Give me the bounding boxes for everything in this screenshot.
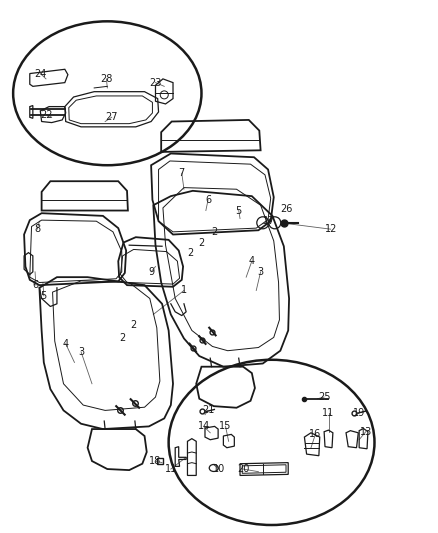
Text: 19: 19	[353, 408, 365, 418]
Text: 8: 8	[34, 224, 40, 234]
Text: 27: 27	[106, 112, 118, 122]
Text: 6: 6	[33, 280, 39, 290]
Text: 3: 3	[78, 347, 84, 357]
Text: 26: 26	[281, 205, 293, 214]
Text: 21: 21	[202, 406, 214, 415]
Text: 14: 14	[198, 422, 210, 431]
Text: 11: 11	[165, 464, 177, 474]
Text: 11: 11	[322, 408, 335, 418]
Text: 16: 16	[309, 430, 321, 439]
Text: 28: 28	[100, 74, 113, 84]
Text: 4: 4	[63, 339, 69, 349]
Text: 22: 22	[41, 110, 53, 119]
Text: 1: 1	[181, 286, 187, 295]
Text: 24: 24	[34, 69, 46, 78]
Text: 23: 23	[149, 78, 162, 87]
Text: 2: 2	[212, 227, 218, 237]
Text: 2: 2	[120, 334, 126, 343]
Text: 2: 2	[131, 320, 137, 330]
Text: 18: 18	[149, 456, 162, 466]
Text: 5: 5	[236, 206, 242, 215]
Text: 25: 25	[318, 392, 330, 402]
Text: 3: 3	[258, 267, 264, 277]
Text: 13: 13	[360, 427, 372, 437]
Text: 9: 9	[148, 267, 154, 277]
Text: 2: 2	[198, 238, 205, 247]
Text: 10: 10	[213, 464, 225, 474]
Text: 2: 2	[187, 248, 194, 258]
Text: 15: 15	[219, 422, 232, 431]
Text: 20: 20	[237, 464, 249, 474]
Text: 6: 6	[205, 195, 211, 205]
Text: 7: 7	[179, 168, 185, 178]
Text: 12: 12	[325, 224, 337, 234]
Text: 4: 4	[249, 256, 255, 266]
Text: 5: 5	[41, 291, 47, 301]
Text: 17: 17	[263, 216, 276, 226]
